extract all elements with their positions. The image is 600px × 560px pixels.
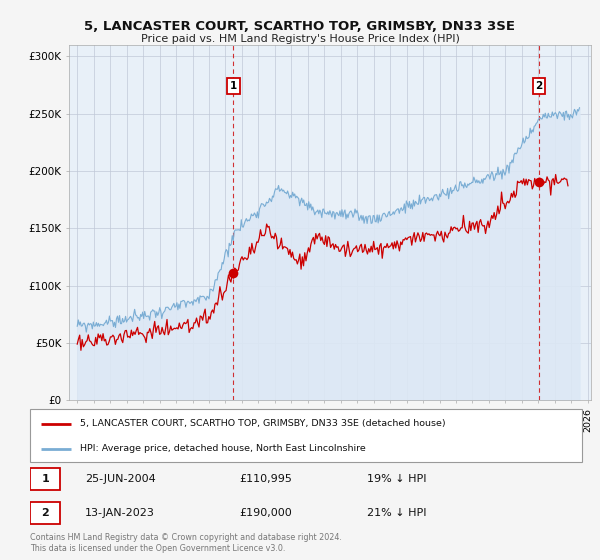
- Text: 5, LANCASTER COURT, SCARTHO TOP, GRIMSBY, DN33 3SE: 5, LANCASTER COURT, SCARTHO TOP, GRIMSBY…: [85, 20, 515, 32]
- Text: Price paid vs. HM Land Registry's House Price Index (HPI): Price paid vs. HM Land Registry's House …: [140, 34, 460, 44]
- Text: 1: 1: [230, 81, 237, 91]
- Text: £110,995: £110,995: [240, 474, 293, 484]
- FancyBboxPatch shape: [30, 502, 61, 524]
- Text: 13-JAN-2023: 13-JAN-2023: [85, 508, 155, 518]
- Text: £190,000: £190,000: [240, 508, 293, 518]
- FancyBboxPatch shape: [30, 409, 582, 462]
- Text: 2: 2: [535, 81, 542, 91]
- Text: 2: 2: [41, 508, 49, 518]
- Text: 1: 1: [41, 474, 49, 484]
- Text: 5, LANCASTER COURT, SCARTHO TOP, GRIMSBY, DN33 3SE (detached house): 5, LANCASTER COURT, SCARTHO TOP, GRIMSBY…: [80, 419, 445, 428]
- Text: HPI: Average price, detached house, North East Lincolnshire: HPI: Average price, detached house, Nort…: [80, 444, 365, 453]
- FancyBboxPatch shape: [30, 468, 61, 490]
- Text: Contains HM Land Registry data © Crown copyright and database right 2024.
This d: Contains HM Land Registry data © Crown c…: [30, 533, 342, 553]
- Text: 19% ↓ HPI: 19% ↓ HPI: [367, 474, 426, 484]
- Text: 21% ↓ HPI: 21% ↓ HPI: [367, 508, 426, 518]
- Text: 25-JUN-2004: 25-JUN-2004: [85, 474, 156, 484]
